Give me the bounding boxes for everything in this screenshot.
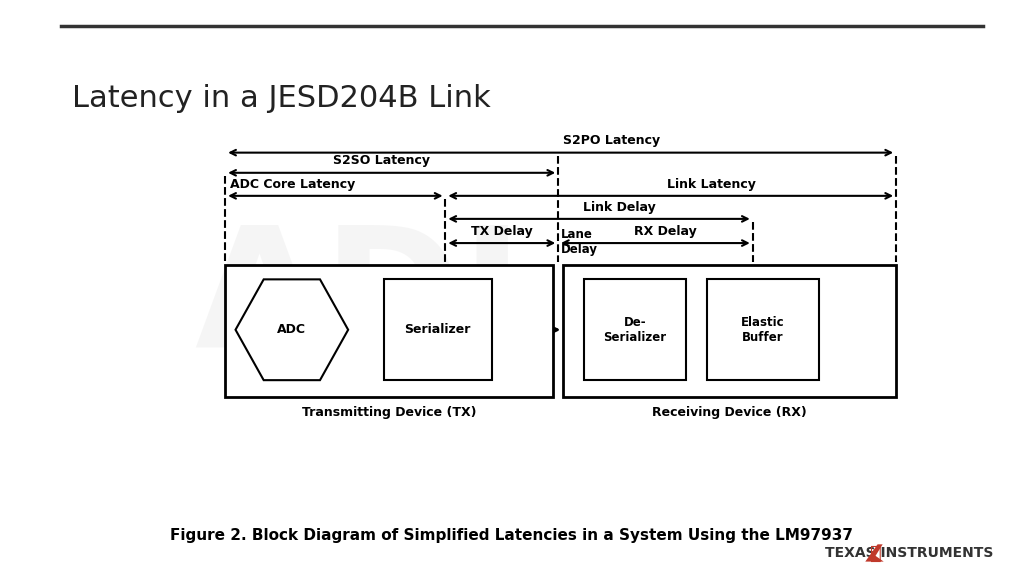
Text: TX Delay: TX Delay <box>471 225 532 238</box>
Text: Figure 2. Block Diagram of Simplified Latencies in a System Using the LM97937: Figure 2. Block Diagram of Simplified La… <box>171 528 853 543</box>
Text: Serializer: Serializer <box>404 323 471 336</box>
Text: Link Delay: Link Delay <box>583 201 656 214</box>
Text: S2PO Latency: S2PO Latency <box>563 134 660 147</box>
Text: Elastic
Buffer: Elastic Buffer <box>741 316 784 344</box>
Bar <box>563 265 896 397</box>
Bar <box>384 279 492 380</box>
Text: RX Delay: RX Delay <box>634 225 697 238</box>
Bar <box>707 279 819 380</box>
Text: Receiving Device (RX): Receiving Device (RX) <box>652 406 807 419</box>
Text: 🔴: 🔴 <box>869 544 882 562</box>
Text: ADI: ADI <box>194 218 523 381</box>
Text: Latency in a JESD204B Link: Latency in a JESD204B Link <box>72 84 490 112</box>
Bar <box>225 265 553 397</box>
Bar <box>584 279 686 380</box>
Text: De-
Serializer: De- Serializer <box>603 316 667 344</box>
Text: Lane
Delay: Lane Delay <box>561 229 598 256</box>
Text: ADC Core Latency: ADC Core Latency <box>230 178 355 191</box>
Polygon shape <box>865 544 884 562</box>
Text: TEXAS INSTRUMENTS: TEXAS INSTRUMENTS <box>825 546 993 560</box>
Text: Link Latency: Link Latency <box>668 178 756 191</box>
Text: S2SO Latency: S2SO Latency <box>333 154 430 167</box>
Polygon shape <box>236 279 348 380</box>
Text: ADC: ADC <box>278 323 306 336</box>
Text: Transmitting Device (TX): Transmitting Device (TX) <box>302 406 476 419</box>
